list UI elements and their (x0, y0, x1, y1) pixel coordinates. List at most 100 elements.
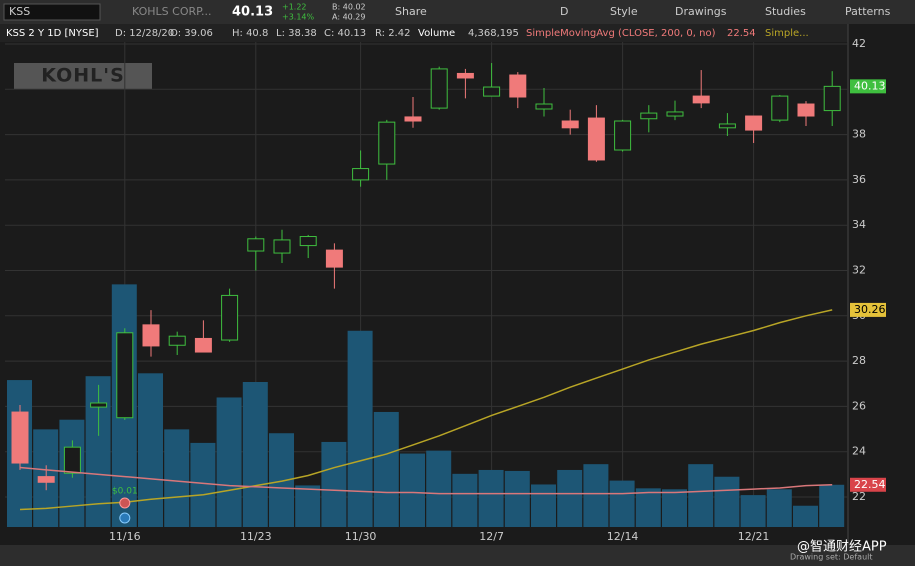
volume-bar (635, 488, 661, 527)
volume-bar (557, 469, 583, 527)
toolbar-button[interactable]: Share (395, 5, 427, 18)
toolbar (0, 0, 915, 24)
info-bar (0, 24, 848, 42)
earnings-marker (119, 512, 131, 524)
info-close: C: 40.13 (324, 28, 366, 39)
info-symbol: KSS 2 Y 1D [NYSE] (6, 28, 99, 39)
volume-bar (400, 453, 425, 527)
last: 40.13 (232, 5, 273, 20)
candle-body (483, 86, 501, 97)
price-tag-label: 40.13 (854, 79, 886, 92)
annotation: $0.01 (112, 487, 138, 497)
candle-body (299, 236, 317, 247)
info-study2: Simple... (765, 28, 809, 39)
change-pct: +3.14% (282, 13, 315, 22)
candle-body (535, 103, 553, 110)
y-tick-label: 36 (852, 173, 866, 186)
candle-body (168, 335, 186, 346)
candle-body (194, 337, 212, 353)
volume-bar (766, 489, 792, 527)
volume-bar (688, 464, 714, 527)
info-low: L: 38.38 (276, 28, 317, 39)
x-tick-label: 12/14 (607, 530, 639, 543)
line-series (19, 309, 833, 511)
toolbar-button[interactable]: Drawings (675, 5, 727, 18)
volume-bar (138, 373, 163, 527)
candle-body (797, 103, 815, 117)
x-tick-label: 11/23 (240, 530, 272, 543)
footer (0, 545, 915, 566)
candle-body (640, 112, 658, 120)
info-high: H: 40.8 (232, 28, 268, 39)
y-tick-label: 26 (852, 399, 866, 412)
volume-bar (478, 469, 504, 527)
candle-body (666, 111, 684, 117)
candle-body (823, 85, 841, 112)
y-tick-label: 32 (852, 264, 866, 277)
candle-body (771, 95, 789, 121)
candle-body (509, 74, 527, 98)
volume-bar (819, 484, 845, 527)
volume-bar (190, 442, 216, 527)
toolbar-button[interactable]: D (560, 5, 568, 18)
volume-bar (216, 397, 242, 527)
y-tick-label: 34 (852, 218, 866, 231)
symbol-box[interactable] (3, 3, 101, 21)
bid: B: 40.02 (332, 3, 366, 12)
candle-body (11, 411, 29, 464)
x-tick-label: 12/7 (479, 530, 504, 543)
candle-body (325, 249, 343, 268)
candle-body (430, 68, 448, 109)
dividend-marker (119, 497, 131, 509)
footer-text: Drawing set: Default (790, 553, 873, 562)
y-tick-label: 38 (852, 128, 866, 141)
y-tick-label: 28 (852, 354, 866, 367)
volume-bar (504, 470, 530, 527)
volume-bar (609, 480, 635, 527)
candle-body (37, 476, 55, 483)
candle-body (404, 116, 422, 122)
candle-body (273, 239, 291, 254)
toolbar-button[interactable]: Patterns (845, 5, 891, 18)
logo-box (14, 63, 152, 89)
price-tag (850, 79, 886, 94)
price-tag-label: 30.26 (854, 303, 886, 316)
info-volume: 4,368,195 (468, 28, 519, 39)
candle-body (378, 121, 396, 165)
volume-bar (373, 411, 399, 527)
candle-body (352, 168, 370, 181)
info-date: D: 12/28/20 (115, 28, 174, 39)
candle-body (63, 446, 81, 474)
price-tag-label: 22.54 (854, 478, 886, 491)
volume-bar (295, 485, 321, 527)
candle-body (745, 115, 763, 131)
candle-body (614, 120, 632, 151)
candle-body (90, 402, 108, 408)
toolbar-button[interactable]: Style (610, 5, 638, 18)
volume-bar (242, 382, 268, 527)
info-study: SimpleMovingAvg (CLOSE, 200, 0, no) (526, 28, 716, 39)
ask: A: 40.29 (332, 13, 365, 22)
y-tick-label: 22 (852, 490, 866, 503)
info-study-value: 22.54 (727, 28, 756, 39)
volume-bar (714, 476, 740, 527)
info-volume-label: Volume (418, 28, 455, 39)
candle-body (587, 117, 605, 161)
candle-body (142, 324, 160, 347)
symbol: KSS (9, 5, 30, 18)
volume-bar (793, 505, 818, 527)
volume-bar (321, 441, 347, 527)
candle-body (247, 238, 265, 252)
volume-bar (347, 330, 373, 527)
candle-body (561, 120, 579, 129)
candle-body (221, 294, 239, 341)
volume-bar (740, 495, 766, 527)
toolbar-button[interactable]: Studies (765, 5, 806, 18)
volume-bar (662, 489, 687, 527)
company: KOHLS CORP... (132, 5, 212, 18)
info-open: O: 39.06 (170, 28, 213, 39)
volume-bar (426, 450, 452, 527)
x-tick-label: 12/21 (738, 530, 770, 543)
